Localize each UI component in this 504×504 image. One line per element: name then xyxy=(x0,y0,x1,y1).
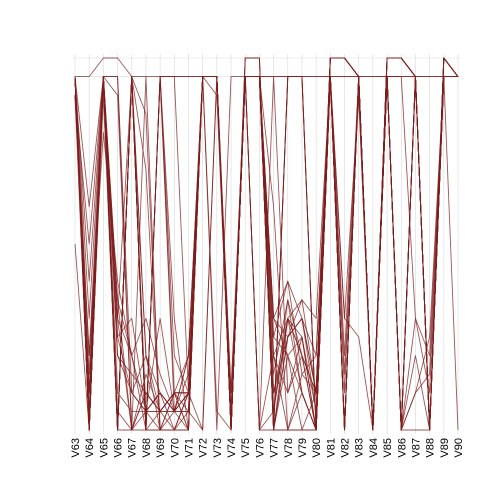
series-line-28 xyxy=(74,76,458,431)
x-axis-tick-labels: V63 V64 V65 V66 V67 V68 V69 V70 V71 V72 V73 V74 V75 V… xyxy=(70,438,465,458)
x-tick-label-V68: V68 xyxy=(141,438,153,458)
x-tick-label-V77: V77 xyxy=(269,438,281,458)
x-tick-label-V75: V75 xyxy=(240,438,252,458)
x-tick-label-V80: V80 xyxy=(311,438,323,458)
x-tick-label-V74: V74 xyxy=(226,438,238,458)
x-tick-label-V65: V65 xyxy=(98,438,110,458)
x-tick-label-V73: V73 xyxy=(212,438,224,458)
x-tick-label-V64: V64 xyxy=(84,438,96,458)
x-tick-label-V69: V69 xyxy=(155,438,167,458)
series-line-26 xyxy=(74,76,458,431)
x-tick-label-V66: V66 xyxy=(113,438,125,458)
x-tick-label-V78: V78 xyxy=(283,438,295,458)
x-tick-label-V83: V83 xyxy=(354,438,366,458)
x-tick-label-V87: V87 xyxy=(410,438,422,458)
x-tick-label-V71: V71 xyxy=(183,438,195,458)
x-tick-label-V89: V89 xyxy=(439,438,451,458)
x-tick-label-V84: V84 xyxy=(368,438,380,458)
x-tick-label-V86: V86 xyxy=(396,438,408,458)
x-tick-label-V90: V90 xyxy=(453,438,465,458)
series-lines xyxy=(74,57,459,431)
series-line-24 xyxy=(74,76,458,431)
x-tick-label-V70: V70 xyxy=(169,438,181,458)
x-tick-label-V82: V82 xyxy=(340,438,352,458)
x-tick-label-V76: V76 xyxy=(254,438,266,458)
x-tick-label-V72: V72 xyxy=(198,438,210,458)
x-tick-label-V88: V88 xyxy=(425,438,437,458)
x-tick-label-V85: V85 xyxy=(382,438,394,458)
x-tick-label-V81: V81 xyxy=(325,438,337,458)
x-tick-label-V63: V63 xyxy=(70,438,82,458)
x-tick-label-V79: V79 xyxy=(297,438,309,458)
x-tick-label-V67: V67 xyxy=(127,438,139,458)
